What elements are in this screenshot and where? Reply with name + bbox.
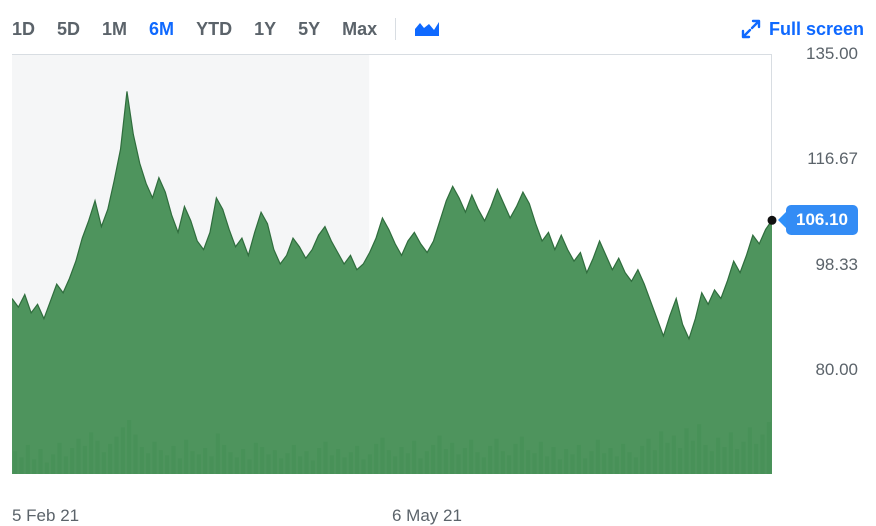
range-tab-6m[interactable]: 6M — [149, 19, 174, 40]
fullscreen-button[interactable]: Full screen — [741, 19, 864, 40]
price-chart[interactable]: 135.00116.6798.3380.00 5 Feb 216 May 21 … — [12, 54, 864, 474]
current-price-flag: 106.10 — [786, 205, 858, 235]
range-tab-5d[interactable]: 5D — [57, 19, 80, 40]
y-tick-label: 98.33 — [815, 255, 858, 275]
chart-type-area-icon[interactable] — [414, 19, 440, 39]
range-tab-5y[interactable]: 5Y — [298, 19, 320, 40]
y-axis: 135.00116.6798.3380.00 — [786, 54, 864, 474]
toolbar-divider — [395, 18, 396, 40]
y-tick-label: 135.00 — [806, 44, 858, 64]
range-tab-max[interactable]: Max — [342, 19, 377, 40]
x-tick-label: 5 Feb 21 — [12, 506, 79, 526]
range-tab-ytd[interactable]: YTD — [196, 19, 232, 40]
range-tab-1d[interactable]: 1D — [12, 19, 35, 40]
y-tick-label: 116.67 — [807, 149, 858, 169]
x-tick-label: 6 May 21 — [392, 506, 462, 526]
range-tab-1m[interactable]: 1M — [102, 19, 127, 40]
fullscreen-label: Full screen — [769, 19, 864, 40]
range-tab-1y[interactable]: 1Y — [254, 19, 276, 40]
expand-icon — [741, 19, 761, 39]
chart-toolbar: 1D 5D 1M 6M YTD 1Y 5Y Max Full screen — [12, 10, 864, 48]
y-tick-label: 80.00 — [815, 360, 858, 380]
range-tabs: 1D 5D 1M 6M YTD 1Y 5Y Max — [12, 19, 377, 40]
